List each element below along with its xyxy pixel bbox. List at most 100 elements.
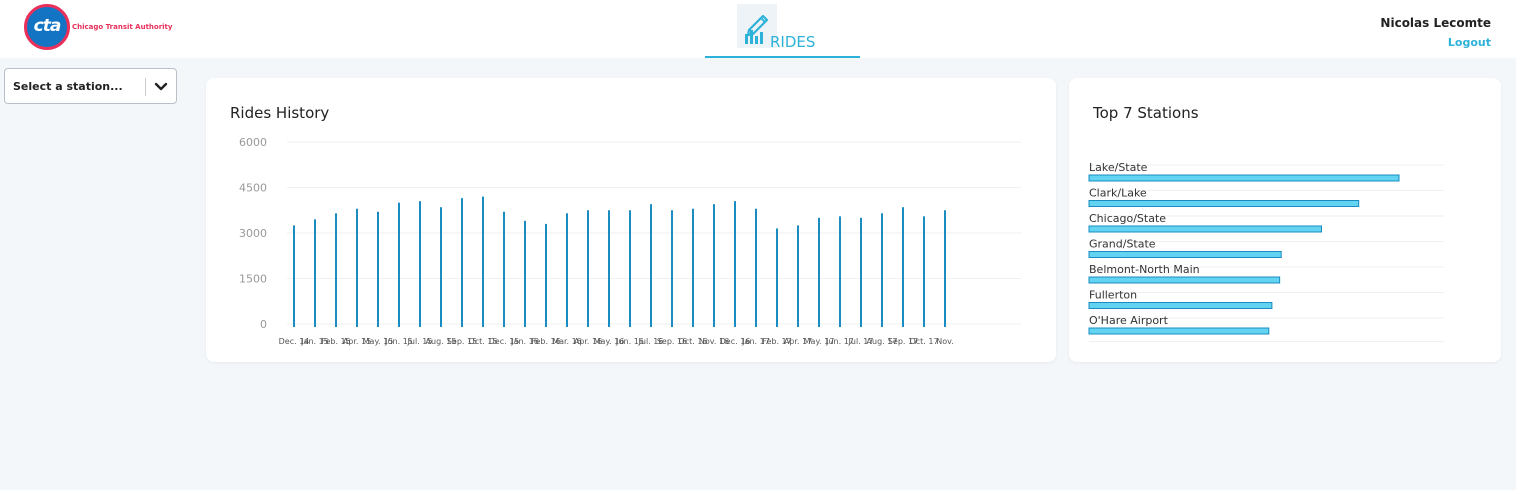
station-select[interactable]: Select a station... xyxy=(4,68,177,104)
x-tick-label: Jun. 15 xyxy=(384,337,413,346)
y-tick-label: 4500 xyxy=(239,182,267,195)
rides-bar[interactable] xyxy=(818,217,820,327)
rides-bar[interactable] xyxy=(545,223,547,327)
x-tick-label: Jul. 17 xyxy=(848,337,874,346)
rides-bar[interactable] xyxy=(881,213,883,327)
x-tick-label: Mar. 16 xyxy=(552,337,582,346)
x-tick-label: Dec. 14 xyxy=(279,337,310,346)
x-tick-label: Jan. 17 xyxy=(741,337,770,346)
x-tick-label: Apr. 15 xyxy=(343,337,371,346)
chevron-down-icon[interactable] xyxy=(151,78,171,96)
rides-bar[interactable] xyxy=(629,210,631,327)
rides-bar[interactable] xyxy=(503,211,505,327)
rides-history-card: Rides History 6000 4500 3000 1500 0 Dec. 14 Ja… xyxy=(206,78,1056,362)
rides-bar[interactable] xyxy=(398,202,400,327)
rides-bar[interactable] xyxy=(587,210,589,327)
x-tick-label: Apr. 17 xyxy=(784,337,812,346)
top-stations-chart: Lake/State Clark/Lake Chicago/State Grand/S… xyxy=(1088,161,1444,342)
y-tick-label: 6000 xyxy=(239,136,267,149)
x-tick-label: Jan. 16 xyxy=(510,337,539,346)
x-tick-label: May. 15 xyxy=(363,337,394,346)
rides-bar[interactable] xyxy=(944,210,946,327)
x-tick-label: Dec. 15 xyxy=(489,337,520,346)
station-label: Fullerton xyxy=(1089,289,1137,302)
x-tick-label: Oct. 15 xyxy=(468,337,497,346)
x-tick-label: Jul. 15 xyxy=(407,337,433,346)
rides-bar[interactable] xyxy=(650,204,652,327)
station-bar[interactable] xyxy=(1088,200,1360,207)
rides-bar[interactable] xyxy=(608,210,610,327)
x-tick-label: Sep. 15 xyxy=(447,337,477,346)
cta-logo-mark-text: cta xyxy=(33,16,62,36)
station-bar[interactable] xyxy=(1088,225,1322,233)
x-tick-label: Sep. 17 xyxy=(888,337,918,346)
x-tick-label: May. 17 xyxy=(804,337,835,346)
select-separator xyxy=(145,78,146,96)
station-label: Chicago/State xyxy=(1089,212,1166,225)
station-bar[interactable] xyxy=(1088,302,1273,309)
rides-bar[interactable] xyxy=(713,204,715,327)
cta-logo[interactable]: cta Chicago Transit Authority xyxy=(24,4,184,52)
x-tick-label: May. 16 xyxy=(594,337,625,346)
x-tick-label: Oct. 17 xyxy=(909,337,938,346)
x-tick-label: Aug. 15 xyxy=(426,337,457,346)
rides-bar[interactable] xyxy=(923,216,925,327)
rides-bar[interactable] xyxy=(440,207,442,327)
chart-pencil-icon xyxy=(737,4,777,48)
tab-rides[interactable]: RIDES xyxy=(705,0,860,58)
station-label: Belmont-North Main xyxy=(1089,263,1200,276)
rides-bar[interactable] xyxy=(419,201,421,327)
rides-bar[interactable] xyxy=(692,208,694,327)
rides-bar[interactable] xyxy=(335,213,337,327)
x-tick-label: Jun. 17 xyxy=(825,337,854,346)
rides-bar[interactable] xyxy=(524,220,526,327)
y-tick-label: 0 xyxy=(260,318,267,331)
rides-bar[interactable] xyxy=(839,216,841,327)
top-stations-title: Top 7 Stations xyxy=(1093,104,1199,122)
station-bar[interactable] xyxy=(1088,174,1400,182)
rides-bar[interactable] xyxy=(776,228,778,327)
tab-rides-label: RIDES xyxy=(770,33,816,51)
x-tick-label: Sep. 16 xyxy=(657,337,687,346)
x-tick-label: Feb. 17 xyxy=(762,337,791,346)
rides-bar[interactable] xyxy=(797,225,799,327)
x-tick-label: Nov. 16 xyxy=(699,337,729,346)
rides-bar[interactable] xyxy=(293,225,295,327)
rides-bar[interactable] xyxy=(377,211,379,327)
rides-bar[interactable] xyxy=(671,210,673,327)
station-label: O'Hare Airport xyxy=(1089,314,1169,327)
user-name: Nicolas Lecomte xyxy=(1380,16,1491,30)
station-bar[interactable] xyxy=(1088,276,1281,284)
station-bar[interactable] xyxy=(1088,327,1270,335)
logout-link[interactable]: Logout xyxy=(1447,36,1491,49)
rides-history-title: Rides History xyxy=(230,104,330,122)
station-select-value: Select a station... xyxy=(13,80,123,93)
rides-bar[interactable] xyxy=(734,201,736,327)
rides-bar[interactable] xyxy=(860,217,862,327)
x-tick-label: Aug. 17 xyxy=(867,337,898,346)
user-menu: Nicolas Lecomte Logout xyxy=(1380,16,1491,49)
station-label: Clark/Lake xyxy=(1089,187,1147,200)
x-tick-label: Jan. 15 xyxy=(300,337,329,346)
station-bar[interactable] xyxy=(1088,251,1282,258)
rides-bar[interactable] xyxy=(902,207,904,327)
rides-bar[interactable] xyxy=(461,198,463,327)
y-tick-label: 3000 xyxy=(239,227,267,240)
x-tick-label: Dec. 16 xyxy=(720,337,751,346)
top-bar: cta Chicago Transit Authority RIDES Nico… xyxy=(0,0,1516,58)
rides-bar[interactable] xyxy=(356,208,358,327)
x-tick-label: Jul. 16 xyxy=(638,337,664,346)
rides-bar[interactable] xyxy=(755,208,757,327)
x-tick-label: Feb. 15 xyxy=(321,337,350,346)
rides-bar[interactable] xyxy=(566,213,568,327)
rides-bar[interactable] xyxy=(314,219,316,327)
rides-bar[interactable] xyxy=(482,196,484,327)
x-tick-label: Nov. xyxy=(936,337,954,346)
station-label: Lake/State xyxy=(1089,161,1148,174)
cta-logo-text: Chicago Transit Authority xyxy=(72,23,173,31)
x-tick-label: Jun. 16 xyxy=(615,337,644,346)
x-tick-label: Feb. 16 xyxy=(531,337,560,346)
x-tick-label: Oct. 16 xyxy=(678,337,707,346)
y-tick-label: 1500 xyxy=(239,273,267,286)
